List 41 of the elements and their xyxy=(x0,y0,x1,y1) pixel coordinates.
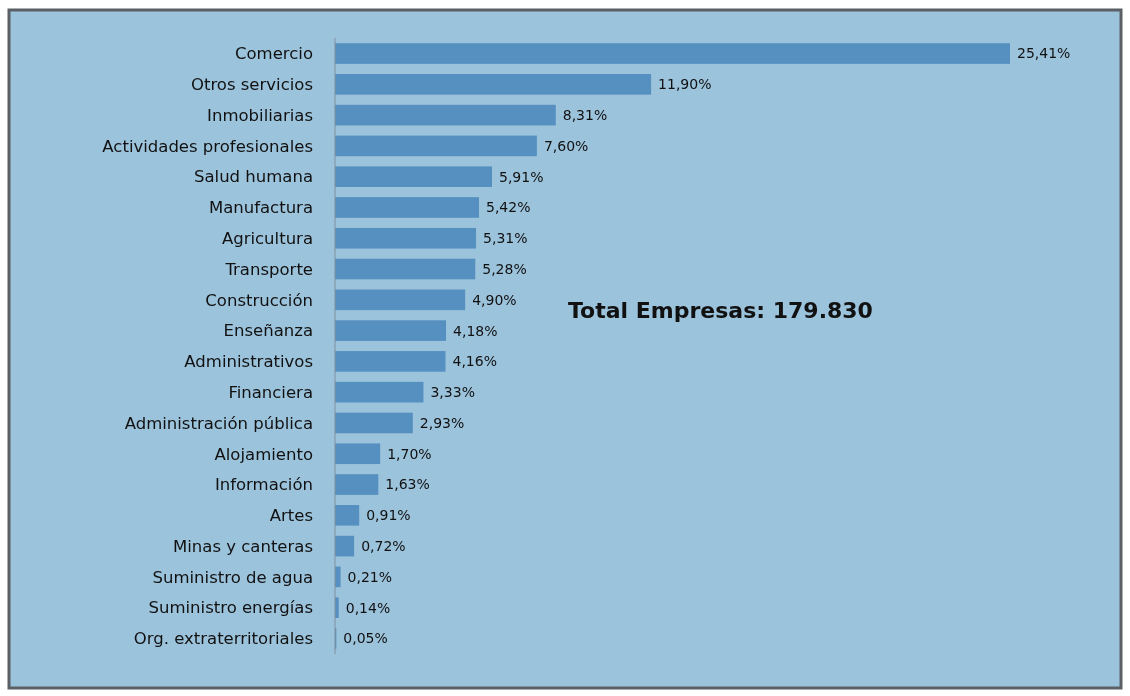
y-tick-label: Inmobiliarias xyxy=(207,105,313,125)
data-label: 0,21% xyxy=(347,568,393,585)
data-label: 0,05% xyxy=(343,630,388,647)
data-label: 4,16% xyxy=(452,353,497,370)
data-label: 2,93% xyxy=(419,414,465,431)
y-tick-label: Construcción xyxy=(205,290,313,310)
y-tick-label: Otros servicios xyxy=(190,75,313,95)
data-label: 5,91% xyxy=(499,168,544,185)
y-tick-label: Alojamiento xyxy=(214,444,313,464)
y-tick-label: Suministro de agua xyxy=(152,567,313,587)
y-tick-label: Minas y canteras xyxy=(173,536,313,556)
data-label: 25,41% xyxy=(1017,45,1071,62)
data-label: 1,63% xyxy=(385,476,430,493)
y-tick-label: Suministro energías xyxy=(148,598,313,618)
y-tick-label: Comercio xyxy=(234,44,313,64)
data-label: 11,90% xyxy=(658,76,712,93)
data-label: 3,33% xyxy=(430,384,475,401)
data-label: 0,72% xyxy=(361,538,406,554)
data-label: 1,70% xyxy=(387,445,432,462)
y-tick-label: Enseñanza xyxy=(223,321,313,341)
data-label: 5,42% xyxy=(485,199,531,216)
y-tick-label: Agricultura xyxy=(221,229,313,249)
data-label: 8,31% xyxy=(562,107,608,124)
y-tick-label: Administrativos xyxy=(184,352,313,372)
y-tick-label: Administración pública xyxy=(124,413,313,433)
y-tick-label: Información xyxy=(214,475,313,495)
y-tick-label: Salud humana xyxy=(193,167,313,187)
data-label: 4,90% xyxy=(472,291,517,308)
y-tick-label: Actividades profesionales xyxy=(102,136,313,156)
data-label: 5,31% xyxy=(483,230,528,247)
data-label: 7,60% xyxy=(543,137,589,154)
data-label: 4,18% xyxy=(453,322,498,339)
y-tick-label: Artes xyxy=(269,506,313,526)
y-tick-label: Transporte xyxy=(224,259,313,279)
annotation: Total Empresas: 179.830 xyxy=(568,298,873,323)
data-label: 5,28% xyxy=(482,260,527,277)
y-tick-label: Org. extraterritoriales xyxy=(133,629,313,649)
data-label: 0,14% xyxy=(345,599,391,616)
data-label: 0,91% xyxy=(366,507,411,524)
y-tick-label: Manufactura xyxy=(208,198,313,218)
y-tick-label: Financiera xyxy=(228,382,313,402)
